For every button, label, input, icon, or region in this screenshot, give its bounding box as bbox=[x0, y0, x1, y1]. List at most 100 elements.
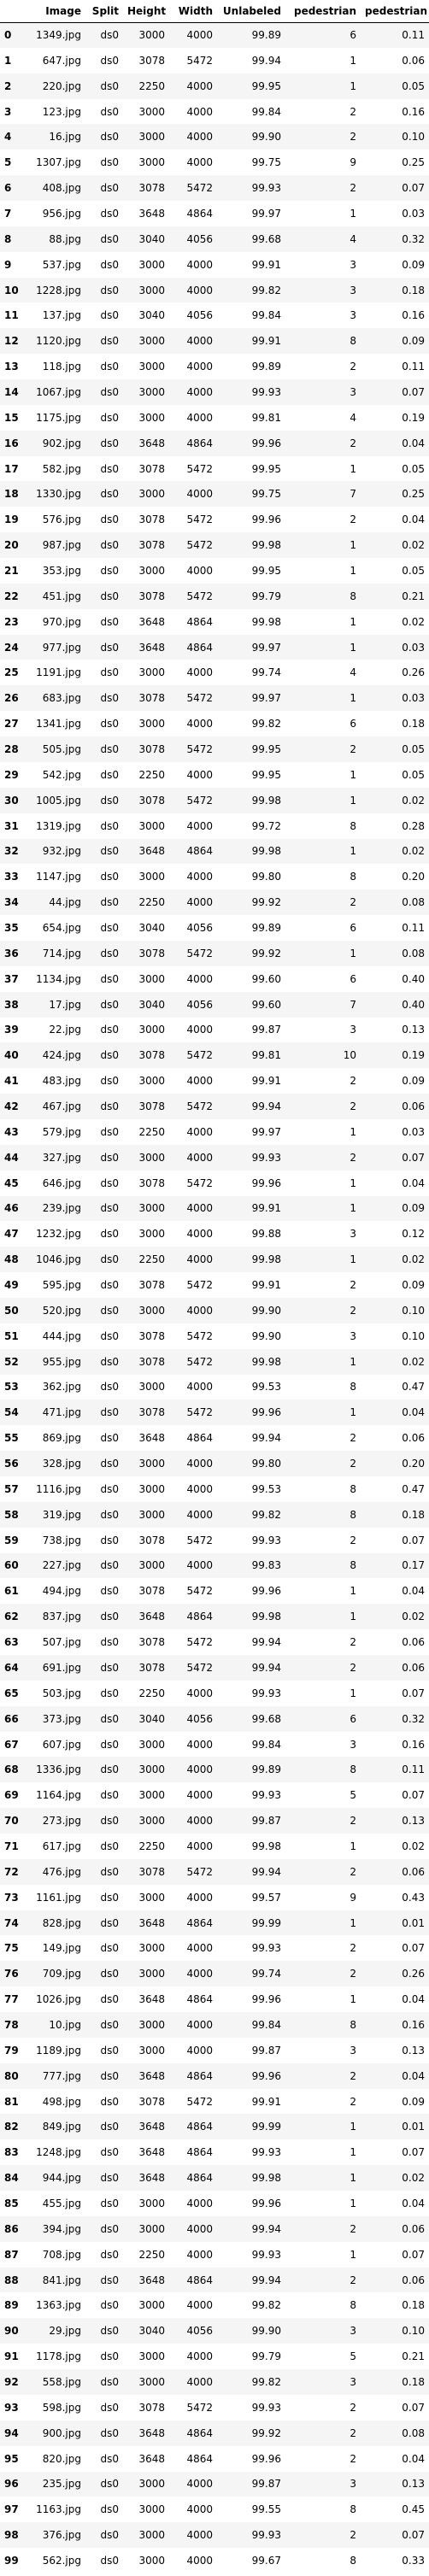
pedestrian-percent-cell: 0.05 bbox=[402, 79, 425, 92]
image-cell: 1341.jpg bbox=[36, 718, 81, 731]
split-cell: ds0 bbox=[100, 1815, 119, 1828]
row-index: 33 bbox=[4, 871, 19, 883]
pedestrian-percent-cell: 0.40 bbox=[402, 998, 425, 1011]
table-row: 38 17.jpg ds0 3040 4056 99.60 7 0.40 bbox=[0, 991, 429, 1018]
row-index: 20 bbox=[4, 539, 19, 552]
unlabeled-cell: 99.94 bbox=[251, 2274, 281, 2286]
table-row: 70 273.jpg ds0 3000 4000 99.87 2 0.13 bbox=[0, 1808, 429, 1834]
pedestrian-count-cell: 3 bbox=[350, 1228, 356, 1241]
unlabeled-cell: 99.89 bbox=[251, 361, 281, 373]
height-cell: 3000 bbox=[138, 411, 165, 424]
pedestrian-percent-cell: 0.03 bbox=[402, 692, 425, 705]
width-cell: 4000 bbox=[186, 1687, 213, 1699]
split-cell: ds0 bbox=[100, 2222, 119, 2235]
row-index: 79 bbox=[4, 2044, 19, 2057]
height-cell: 3000 bbox=[138, 2044, 165, 2057]
height-cell: 3040 bbox=[138, 998, 165, 1011]
height-cell: 3000 bbox=[138, 819, 165, 832]
image-cell: 149.jpg bbox=[42, 1942, 81, 1955]
pedestrian-percent-cell: 0.45 bbox=[402, 2503, 425, 2516]
width-cell: 4000 bbox=[186, 1763, 213, 1776]
row-index: 25 bbox=[4, 666, 19, 679]
table-row: 48 1046.jpg ds0 2250 4000 99.98 1 0.02 bbox=[0, 1247, 429, 1273]
table-row: 44 327.jpg ds0 3000 4000 99.93 2 0.07 bbox=[0, 1144, 429, 1171]
image-cell: 467.jpg bbox=[42, 1100, 81, 1113]
split-header: Split bbox=[85, 0, 123, 23]
row-index: 65 bbox=[4, 1687, 19, 1699]
width-cell: 4864 bbox=[186, 615, 213, 628]
header-row: Image Split Height Width Unlabeled pedestrian… bbox=[0, 0, 429, 23]
width-cell: 4000 bbox=[186, 385, 213, 398]
unlabeled-cell: 99.53 bbox=[251, 1482, 281, 1495]
row-index: 22 bbox=[4, 590, 19, 602]
height-cell: 3000 bbox=[138, 718, 165, 731]
pedestrian-count-cell: 6 bbox=[350, 972, 356, 985]
unlabeled-cell: 99.98 bbox=[251, 1253, 281, 1266]
table-row: 77 1026.jpg ds0 3648 4864 99.96 1 0.04 bbox=[0, 1986, 429, 2013]
image-cell: 558.jpg bbox=[42, 2375, 81, 2388]
unlabeled-cell: 99.93 bbox=[251, 1151, 281, 1164]
pedestrian-percent-cell: 0.08 bbox=[402, 896, 425, 909]
split-cell: ds0 bbox=[100, 232, 119, 245]
table-row: 17 582.jpg ds0 3078 5472 99.95 1 0.05 bbox=[0, 455, 429, 482]
split-cell: ds0 bbox=[100, 411, 119, 424]
pedestrian-percent-cell: 0.08 bbox=[402, 947, 425, 959]
height-cell: 3000 bbox=[138, 284, 165, 296]
height-cell: 3000 bbox=[138, 488, 165, 501]
image-cell: 849.jpg bbox=[42, 2121, 81, 2133]
width-cell: 5472 bbox=[186, 462, 213, 475]
pedestrian-percent-cell: 0.32 bbox=[402, 1712, 425, 1725]
height-cell: 3000 bbox=[138, 1024, 165, 1036]
pedestrian-count-cell: 2 bbox=[350, 105, 356, 118]
pedestrian-percent-cell: 0.21 bbox=[402, 590, 425, 602]
table-row: 47 1232.jpg ds0 3000 4000 99.88 3 0.12 bbox=[0, 1221, 429, 1247]
unlabeled-cell: 99.90 bbox=[251, 2325, 281, 2338]
image-cell: 837.jpg bbox=[42, 1611, 81, 1623]
image-cell: 576.jpg bbox=[42, 513, 81, 526]
image-cell: 376.jpg bbox=[42, 2529, 81, 2542]
pedestrian-percent-cell: 0.07 bbox=[402, 1534, 425, 1546]
split-cell: ds0 bbox=[100, 947, 119, 959]
unlabeled-cell: 99.93 bbox=[251, 2401, 281, 2414]
split-cell: ds0 bbox=[100, 2274, 119, 2286]
width-cell: 4864 bbox=[186, 2121, 213, 2133]
pedestrian-percent-cell: 0.26 bbox=[402, 1968, 425, 1980]
pedestrian-percent-cell: 0.06 bbox=[402, 1432, 425, 1445]
table-row: 39 22.jpg ds0 3000 4000 99.87 3 0.13 bbox=[0, 1017, 429, 1043]
width-cell: 4000 bbox=[186, 1738, 213, 1751]
width-cell: 4864 bbox=[186, 1432, 213, 1445]
unlabeled-cell: 99.60 bbox=[251, 998, 281, 1011]
width-cell: 4000 bbox=[186, 411, 213, 424]
width-cell: 5472 bbox=[186, 1177, 213, 1189]
row-index: 29 bbox=[4, 768, 19, 781]
unlabeled-cell: 99.82 bbox=[251, 718, 281, 731]
row-index: 16 bbox=[4, 437, 19, 449]
width-cell: 4000 bbox=[186, 1482, 213, 1495]
image-cell: 646.jpg bbox=[42, 1177, 81, 1189]
row-index: 11 bbox=[4, 309, 19, 322]
table-row: 69 1164.jpg ds0 3000 4000 99.93 5 0.07 bbox=[0, 1782, 429, 1809]
table-row: 67 607.jpg ds0 3000 4000 99.84 3 0.16 bbox=[0, 1731, 429, 1757]
table-row: 94 900.jpg ds0 3648 4864 99.92 2 0.08 bbox=[0, 2420, 429, 2446]
split-cell: ds0 bbox=[100, 1304, 119, 1317]
width-cell: 4000 bbox=[186, 564, 213, 577]
pedestrian-percent-cell: 0.06 bbox=[402, 2222, 425, 2235]
pedestrian-percent-cell: 0.03 bbox=[402, 207, 425, 220]
row-index: 24 bbox=[4, 641, 19, 654]
pedestrian-percent-cell: 0.02 bbox=[402, 794, 425, 807]
pedestrian-count-cell: 1 bbox=[350, 845, 356, 858]
unlabeled-cell: 99.84 bbox=[251, 309, 281, 322]
height-cell: 3000 bbox=[138, 2478, 165, 2491]
pedestrian-count-cell: 2 bbox=[350, 2274, 356, 2286]
height-cell: 3000 bbox=[138, 1202, 165, 1215]
image-cell: 327.jpg bbox=[42, 1151, 81, 1164]
split-cell: ds0 bbox=[100, 1202, 119, 1215]
row-index: 27 bbox=[4, 718, 19, 731]
unlabeled-cell: 99.81 bbox=[251, 411, 281, 424]
row-index: 9 bbox=[4, 258, 12, 271]
row-index: 45 bbox=[4, 1177, 19, 1189]
pedestrian-count-cell: 8 bbox=[350, 819, 356, 832]
table-row: 13 118.jpg ds0 3000 4000 99.89 2 0.11 bbox=[0, 354, 429, 380]
pedestrian-count-cell: 1 bbox=[350, 79, 356, 92]
